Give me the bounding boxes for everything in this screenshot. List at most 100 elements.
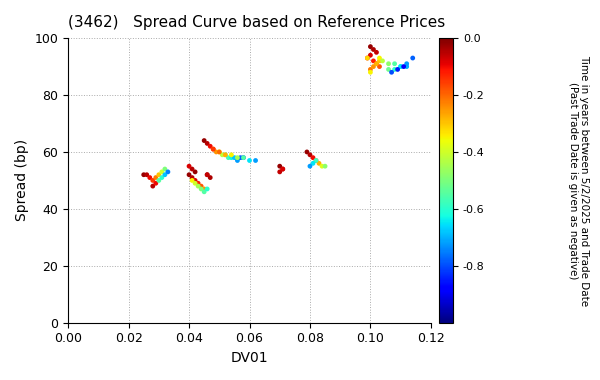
Point bbox=[311, 157, 321, 163]
Point bbox=[202, 186, 212, 192]
Point bbox=[305, 152, 315, 158]
Point bbox=[157, 169, 167, 175]
Point bbox=[233, 157, 242, 163]
Point bbox=[160, 166, 170, 172]
Point bbox=[311, 157, 321, 163]
Point bbox=[390, 61, 400, 67]
Point bbox=[314, 160, 324, 166]
Point bbox=[374, 58, 384, 64]
Point bbox=[402, 61, 412, 67]
Point bbox=[227, 155, 236, 161]
Point bbox=[151, 180, 161, 186]
Point bbox=[148, 183, 158, 189]
Point bbox=[368, 63, 378, 70]
Point bbox=[371, 49, 381, 55]
Point bbox=[148, 177, 158, 184]
Point bbox=[362, 55, 372, 61]
Point bbox=[368, 46, 378, 52]
Y-axis label: Time in years between 5/2/2025 and Trade Date
(Past Trade Date is given as negat: Time in years between 5/2/2025 and Trade… bbox=[568, 55, 590, 306]
Point bbox=[202, 172, 212, 178]
Point bbox=[365, 69, 375, 75]
Point bbox=[139, 172, 149, 178]
Point bbox=[184, 163, 194, 169]
Point bbox=[236, 155, 245, 161]
Point bbox=[408, 55, 418, 61]
Point bbox=[305, 163, 315, 169]
Point bbox=[221, 152, 230, 158]
Point bbox=[233, 155, 242, 161]
Point bbox=[371, 61, 381, 67]
Point bbox=[230, 155, 239, 161]
Point bbox=[157, 174, 167, 180]
Point bbox=[190, 177, 200, 184]
Point bbox=[214, 149, 224, 155]
Point bbox=[378, 58, 388, 64]
Point bbox=[278, 166, 287, 172]
Point bbox=[199, 186, 209, 192]
Point bbox=[163, 169, 173, 175]
Point bbox=[160, 172, 170, 178]
Point bbox=[245, 157, 254, 163]
Point bbox=[190, 169, 200, 175]
Point bbox=[374, 63, 384, 70]
Point bbox=[365, 52, 375, 58]
Point bbox=[205, 143, 215, 149]
Point bbox=[187, 174, 197, 180]
Point bbox=[196, 186, 206, 192]
Point bbox=[202, 172, 212, 178]
Point bbox=[221, 152, 230, 158]
Point bbox=[362, 55, 372, 61]
Point bbox=[218, 152, 227, 158]
Point bbox=[151, 174, 161, 180]
Point bbox=[384, 66, 394, 73]
Point bbox=[308, 160, 318, 166]
Point bbox=[202, 140, 212, 146]
Point bbox=[193, 180, 203, 186]
Point bbox=[224, 155, 233, 161]
Point bbox=[208, 146, 218, 152]
Point bbox=[374, 55, 384, 61]
Point bbox=[402, 63, 412, 70]
Point bbox=[196, 183, 206, 189]
Point bbox=[365, 44, 375, 50]
Point bbox=[239, 155, 248, 161]
Point bbox=[317, 163, 327, 169]
Point bbox=[142, 172, 152, 178]
Point bbox=[190, 180, 200, 186]
Point bbox=[154, 177, 164, 184]
Point bbox=[187, 166, 197, 172]
Point bbox=[384, 61, 394, 67]
Point bbox=[187, 177, 197, 184]
Point bbox=[365, 66, 375, 73]
Point bbox=[214, 149, 224, 155]
Point bbox=[275, 169, 284, 175]
Point bbox=[396, 63, 406, 70]
Point bbox=[368, 58, 378, 64]
Point bbox=[199, 138, 209, 144]
Point bbox=[396, 63, 406, 70]
Point bbox=[239, 155, 248, 161]
Y-axis label: Spread (bp): Spread (bp) bbox=[15, 139, 29, 222]
Point bbox=[211, 149, 221, 155]
Point bbox=[205, 174, 215, 180]
Point bbox=[371, 61, 381, 67]
Point bbox=[387, 69, 397, 75]
Point bbox=[251, 157, 260, 163]
Point bbox=[399, 63, 409, 70]
Point bbox=[302, 149, 312, 155]
Point bbox=[278, 166, 287, 172]
Point bbox=[227, 152, 236, 158]
Point bbox=[390, 66, 400, 73]
Text: (3462)   Spread Curve based on Reference Prices: (3462) Spread Curve based on Reference P… bbox=[68, 15, 445, 30]
Point bbox=[199, 189, 209, 195]
Point bbox=[208, 146, 218, 152]
X-axis label: DV01: DV01 bbox=[230, 351, 268, 365]
Point bbox=[154, 172, 164, 178]
Point bbox=[145, 174, 155, 180]
Point bbox=[275, 163, 284, 169]
Point bbox=[393, 66, 403, 73]
Point bbox=[320, 163, 330, 169]
Point bbox=[184, 172, 194, 178]
Point bbox=[308, 155, 318, 161]
Point bbox=[193, 183, 203, 189]
